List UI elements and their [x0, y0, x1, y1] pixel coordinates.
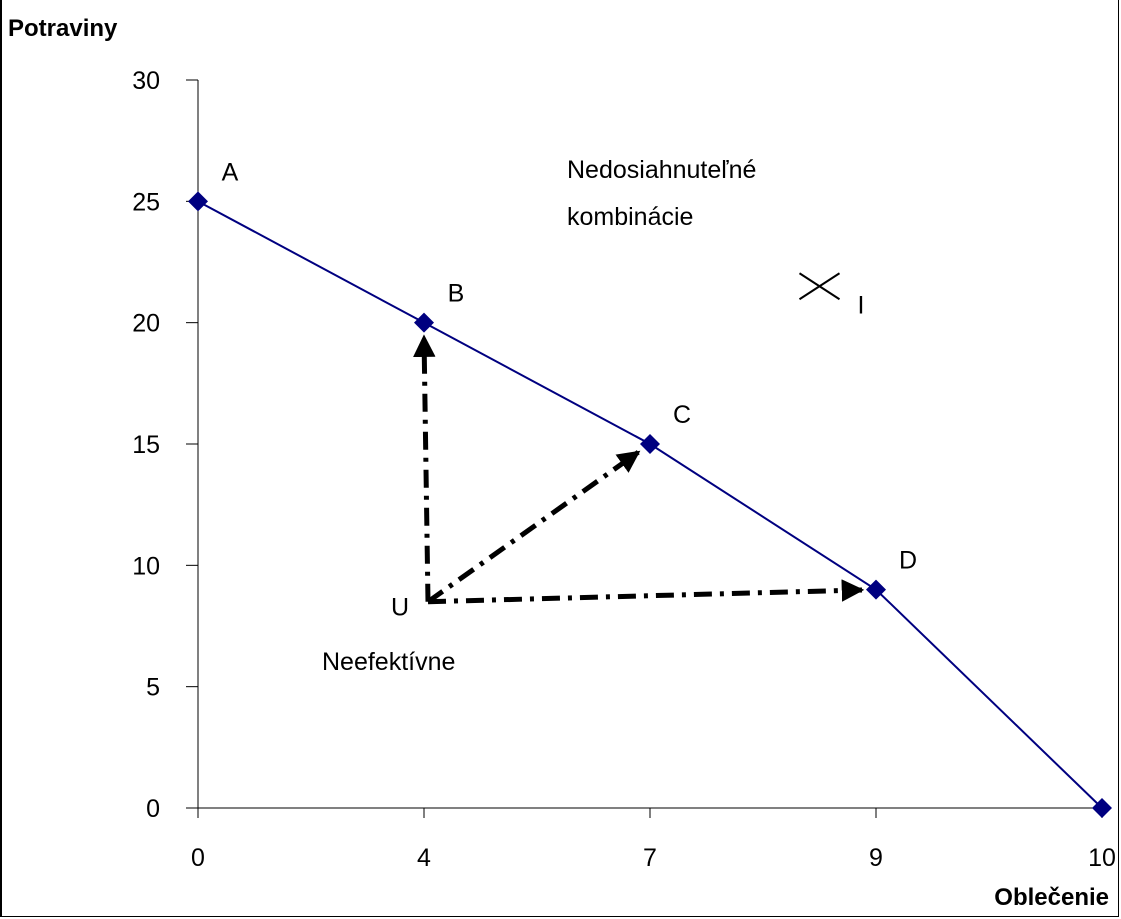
x-tick-label-2: 7 [643, 844, 657, 872]
y-tick-label-6: 30 [132, 67, 160, 95]
arrow-u-to-d [427, 579, 865, 605]
y-axis-ticks: 0 5 10 15 20 25 30 [132, 67, 198, 823]
point-label-b: B [448, 280, 465, 308]
x-axis-ticks: 0 4 7 9 10 [191, 808, 1116, 872]
x-tick-label-4: 10 [1088, 844, 1116, 872]
y-tick-label-5: 25 [132, 188, 160, 216]
y-tick-label-4: 20 [132, 310, 160, 338]
special-points: UI [391, 272, 865, 622]
unattainable-annotation-line2: kombinácie [567, 203, 693, 231]
inefficient-annotation: Neefektívne [322, 648, 455, 676]
x-tick-label-1: 4 [417, 844, 431, 872]
x-axis-title: Oblečenie [994, 884, 1109, 911]
point-marker-c [640, 434, 660, 454]
point-label-a: A [222, 158, 239, 186]
movement-arrows [413, 334, 865, 605]
y-axis-title: Potraviny [8, 15, 118, 42]
ppf-series [188, 191, 1112, 818]
unattainable-annotation-line1: Nedosiahnuteľné [567, 156, 756, 184]
point-marker-d [866, 579, 886, 600]
point-marker-a [188, 191, 208, 212]
point-label-d: D [899, 547, 917, 575]
point-marker-e [1092, 798, 1112, 818]
point-label-c: C [673, 401, 691, 429]
x-tick-label-3: 9 [869, 844, 883, 872]
x-tick-label-0: 0 [191, 844, 205, 872]
arrow-u-to-c [426, 449, 641, 604]
unattainable-marker-stroke-2 [798, 272, 841, 301]
arrow-u-to-b [413, 334, 436, 602]
point-label-i: I [858, 291, 865, 319]
point-labels: ABCDE [222, 158, 917, 575]
y-tick-label-0: 0 [146, 795, 160, 823]
y-tick-label-1: 5 [146, 674, 160, 702]
point-label-u: U [391, 594, 409, 622]
y-tick-label-2: 10 [132, 552, 160, 580]
y-tick-label-3: 15 [132, 431, 160, 459]
point-marker-b [414, 312, 434, 333]
ppf-line [197, 200, 1103, 809]
